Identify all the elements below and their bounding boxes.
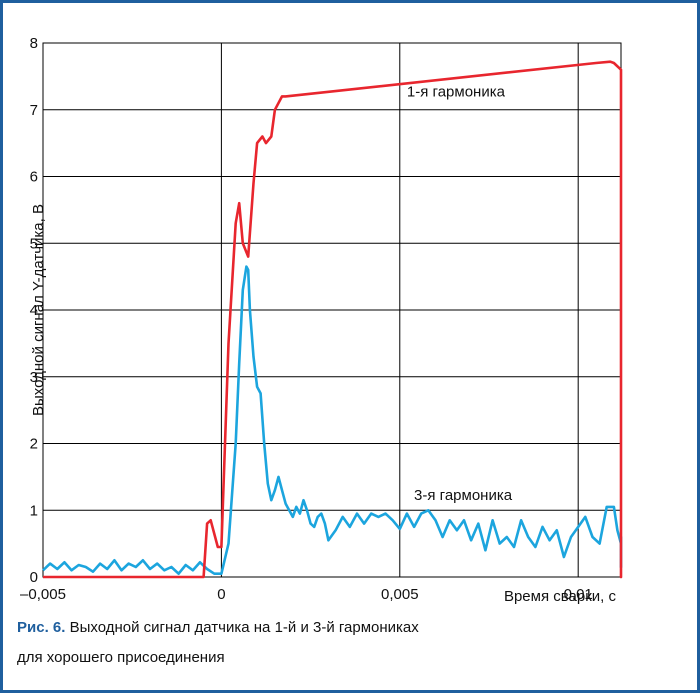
y-tick-label: 0 bbox=[30, 569, 38, 586]
caption-line-1: Рис. 6. Выходной сигнал датчика на 1-й и… bbox=[17, 613, 677, 643]
series-line-2 bbox=[42, 265, 623, 575]
y-tick-label: 4 bbox=[30, 302, 38, 319]
y-axis-label: Выходной сигнал Y-датчика, В bbox=[30, 204, 47, 416]
y-tick-label: 2 bbox=[30, 436, 38, 453]
x-axis-label: Время сварки, с bbox=[504, 588, 617, 605]
y-tick-label: 3 bbox=[30, 369, 38, 386]
y-tick-label: 8 bbox=[30, 35, 38, 52]
x-tick-label: 0 bbox=[217, 586, 225, 603]
series bbox=[42, 60, 623, 579]
x-tick-label: 0,005 bbox=[381, 586, 419, 603]
caption-line-2: для хорошего присоединения bbox=[17, 649, 225, 666]
y-tick-label: 7 bbox=[30, 102, 38, 119]
caption-text-1: Выходной сигнал датчика на 1-й и 3-й гар… bbox=[65, 619, 419, 636]
figure-caption: Рис. 6. Выходной сигнал датчика на 1-й и… bbox=[17, 613, 677, 673]
series-labels: 1-я гармоника 3-я гармоника bbox=[407, 83, 513, 504]
grid bbox=[43, 43, 621, 577]
y-tick-label: 5 bbox=[30, 235, 38, 252]
series-line-1 bbox=[43, 60, 623, 579]
x-tick-label: 0,01 bbox=[564, 586, 593, 603]
series-label-1: 1-я гармоника bbox=[407, 83, 506, 100]
y-tick-label: 1 bbox=[30, 502, 38, 519]
y-tick-label: 6 bbox=[30, 169, 38, 186]
series-label-2: 3-я гармоника bbox=[414, 487, 513, 504]
x-tick-label: –0,005 bbox=[20, 586, 66, 603]
caption-figure-label: Рис. 6. bbox=[17, 619, 66, 636]
